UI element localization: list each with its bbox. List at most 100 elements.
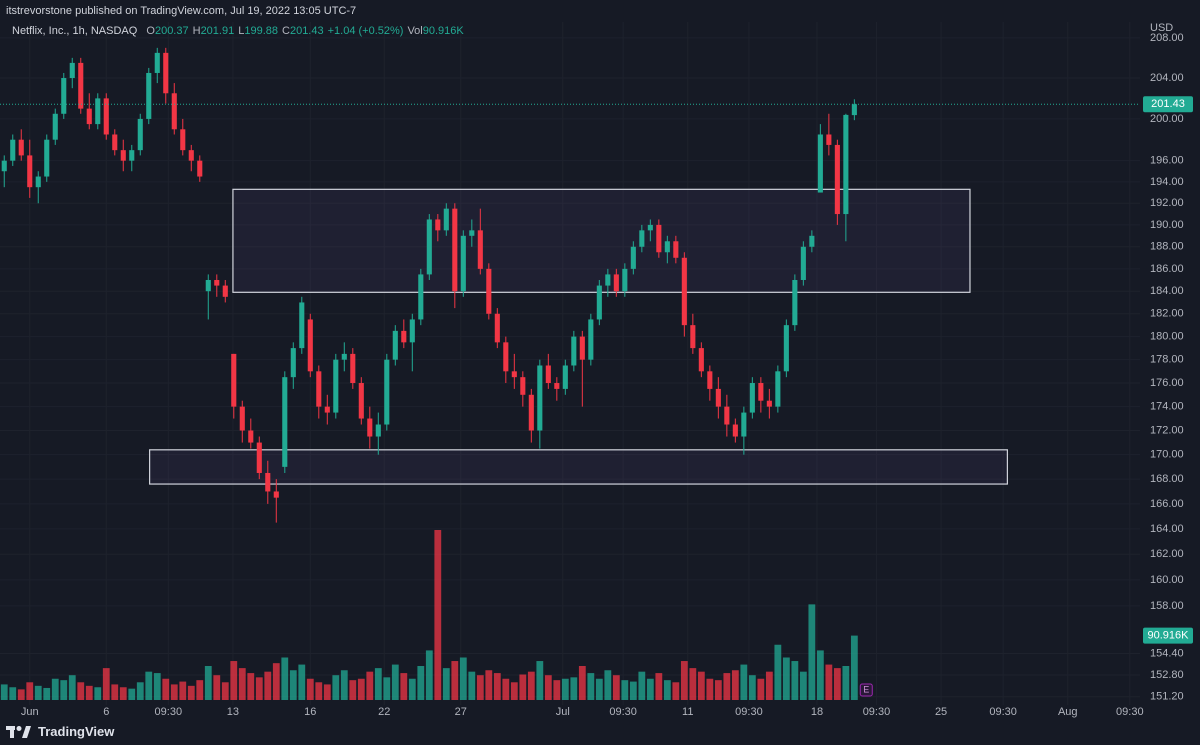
candle-body [375, 424, 381, 437]
candle-body [681, 257, 687, 326]
candle-body [452, 208, 458, 292]
x-tick-label: 09:30 [1116, 706, 1144, 718]
candle-body [426, 219, 432, 275]
volume-bar [349, 680, 357, 700]
candle-body [647, 224, 653, 231]
volume-bar [77, 682, 85, 700]
volume-bar [697, 671, 705, 700]
volume-bar [553, 680, 561, 700]
y-tick-label: 160.00 [1150, 574, 1184, 586]
candle-body [809, 235, 815, 247]
volume-bar [816, 650, 824, 700]
volume-bar [604, 670, 612, 700]
candle-body [409, 319, 415, 343]
y-tick-label: 192.00 [1150, 197, 1184, 209]
candle-body [205, 279, 211, 292]
volume-bar [434, 530, 442, 700]
candle-body [137, 118, 143, 151]
volume-bar [459, 657, 467, 700]
volume-bar [595, 678, 603, 700]
volume-value: 90.916K [422, 25, 464, 37]
candle-body [775, 371, 781, 407]
candle-body [724, 406, 730, 425]
ohlc-label: O [146, 25, 155, 37]
price-label: 201.43 [1151, 98, 1185, 110]
x-tick-label: 11 [682, 706, 693, 718]
candle-body [741, 412, 747, 437]
y-tick-label: 172.00 [1150, 424, 1184, 436]
candle-body [18, 139, 24, 156]
volume-bar [442, 668, 450, 700]
x-tick-label: 25 [935, 706, 947, 718]
candle-body [562, 365, 568, 389]
earnings-box [859, 683, 873, 697]
volume-bar [119, 687, 127, 700]
volume-bar [561, 678, 569, 700]
candle-body [171, 93, 177, 130]
y-tick-label: 158.00 [1150, 600, 1184, 612]
y-tick-label: 174.00 [1150, 401, 1184, 413]
zone [232, 188, 971, 293]
volume-bar [238, 668, 246, 700]
candle-body [698, 348, 704, 372]
candle-body [146, 72, 152, 119]
volume-bar [374, 668, 382, 700]
candle-body [120, 150, 126, 161]
candle-body [358, 383, 364, 419]
candle-body [477, 230, 483, 269]
legend: Netflix, Inc., 1h, NASDAQ O200.37 H201.91… [12, 25, 468, 37]
x-tick-label: 27 [455, 706, 467, 718]
volume-bar [791, 661, 799, 700]
candle-body [783, 325, 789, 372]
volume-bar [51, 678, 59, 700]
volume-bar [34, 685, 42, 700]
volume-bar [264, 671, 272, 700]
candle-body [282, 377, 288, 467]
candle-body [367, 418, 373, 437]
candle-body [435, 219, 441, 231]
candle-body [35, 176, 41, 188]
candle-body [333, 359, 339, 413]
x-tick-label: 09:30 [155, 706, 183, 718]
ohlc-label: L [238, 25, 245, 37]
volume-bar [663, 680, 671, 700]
y-tick-label: 182.00 [1150, 308, 1184, 320]
x-tick-label: 16 [304, 706, 316, 718]
volume-bar [706, 678, 714, 700]
candle-body [758, 383, 764, 401]
volume-bar [281, 657, 289, 700]
volume-bar [408, 678, 416, 700]
earnings-marker: E [863, 684, 869, 694]
candle-body [622, 268, 628, 292]
candle-body [256, 442, 262, 473]
ohlc-value: 199.88 [244, 25, 278, 37]
volume-bar [102, 668, 110, 700]
volume-bar [757, 678, 765, 700]
candle-body [163, 52, 169, 94]
x-tick-label: 6 [103, 706, 109, 718]
ohlc-label: C [282, 25, 290, 37]
candle-body [792, 279, 798, 326]
y-tick-label: 162.00 [1150, 548, 1184, 560]
candle-body [834, 144, 840, 215]
volume-bar [111, 684, 119, 700]
volume-bar [621, 680, 629, 700]
y-tick-label: 200.00 [1150, 113, 1184, 125]
volume-bar [204, 666, 212, 700]
x-tick-label: 09:30 [989, 706, 1017, 718]
candle-body [222, 285, 228, 297]
volume-bar [808, 604, 816, 700]
y-tick-label: 180.00 [1150, 331, 1184, 343]
candle-body [460, 235, 466, 292]
candle-body [188, 150, 194, 161]
volume-bar [306, 678, 314, 700]
volume-bar [510, 682, 518, 700]
volume-bar [298, 664, 306, 700]
zone [149, 449, 1008, 485]
volume-bar [0, 684, 8, 700]
candle-body [10, 139, 16, 161]
candle-body [231, 353, 237, 407]
volume-bar [357, 678, 365, 700]
volume-bar [417, 666, 425, 700]
